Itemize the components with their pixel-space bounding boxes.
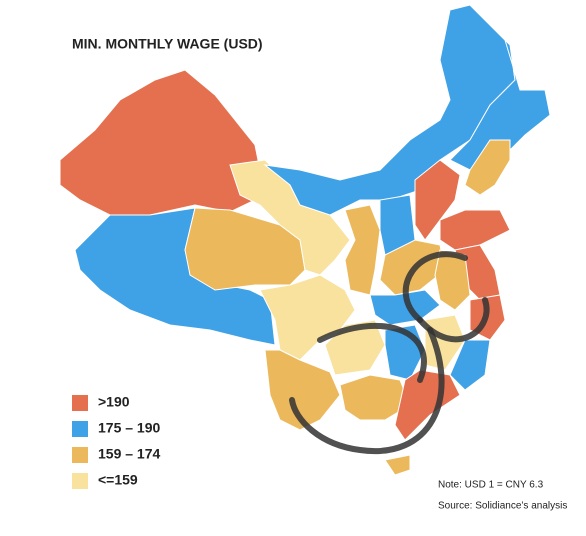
province [264, 349, 341, 431]
legend-label: 175 – 190 [98, 420, 160, 436]
legend-swatch [72, 395, 88, 411]
province [369, 289, 441, 326]
legend-swatch [72, 473, 88, 489]
province [464, 139, 511, 196]
migration-arrows [289, 251, 490, 455]
source: Source: Solidiance’s analysis [438, 501, 567, 512]
map-title: MIN. MONTHLY WAGE (USD) [72, 36, 263, 52]
province [414, 159, 461, 241]
arrow [402, 251, 468, 323]
legend-label: >190 [98, 394, 130, 410]
note: Note: USD 1 = CNY 6.3 [438, 480, 544, 491]
legend: >190 175 – 190 159 – 174 <=159 [72, 394, 160, 489]
legend-swatch [72, 421, 88, 437]
province [439, 209, 511, 251]
arrow [317, 323, 427, 383]
province [384, 454, 411, 476]
legend-label: <=159 [98, 472, 138, 488]
province [449, 339, 491, 391]
legend-swatch [72, 447, 88, 463]
arrow [289, 327, 445, 455]
province [74, 207, 276, 346]
legend-label: 159 – 174 [98, 446, 160, 462]
map [59, 4, 551, 476]
